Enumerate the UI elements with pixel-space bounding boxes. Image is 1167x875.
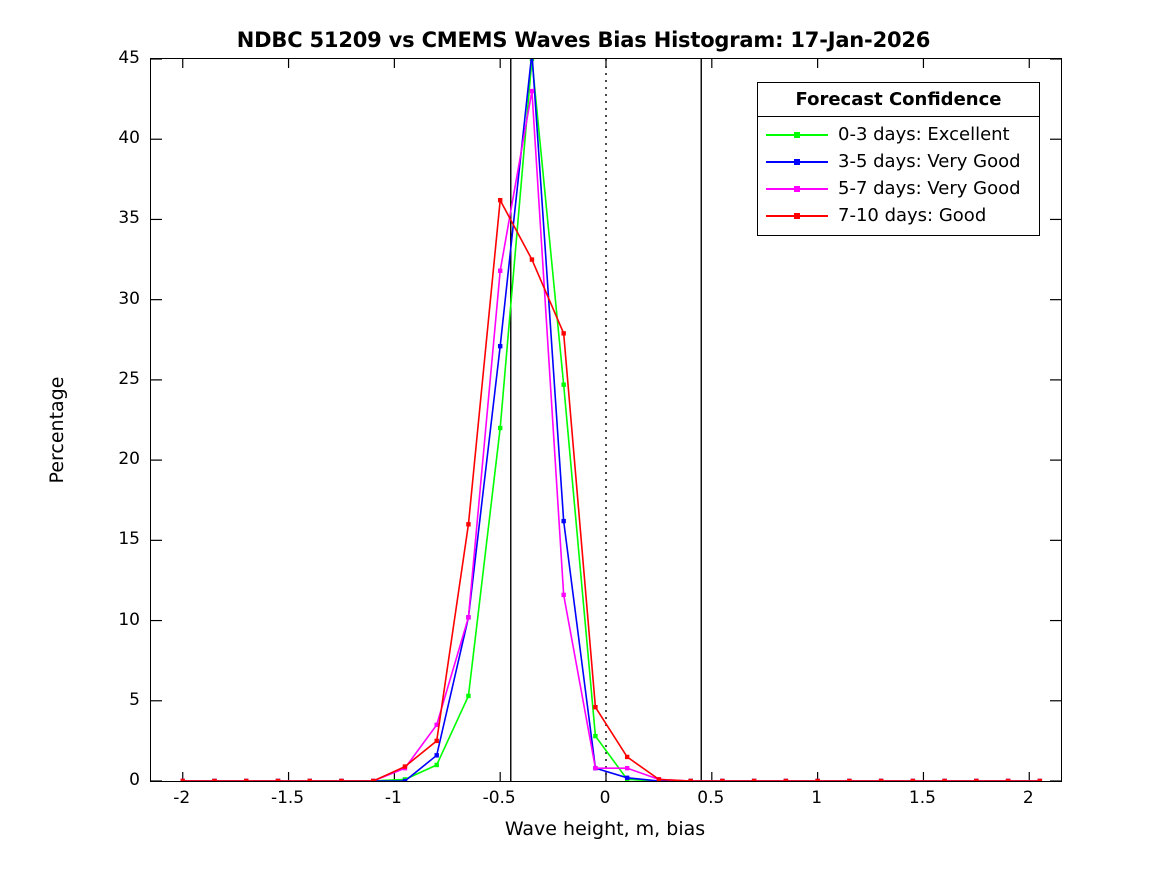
legend-item-3[interactable]: 7-10 days: Good (758, 202, 1039, 229)
data-point-marker (624, 765, 630, 771)
x-axis-tick-label: -1 (384, 788, 402, 808)
y-axis-tick-label: 5 (129, 689, 140, 710)
reference-lines (510, 59, 702, 781)
data-point-marker (593, 765, 598, 771)
data-point-marker (751, 778, 757, 781)
legend-item-label: 5-7 days: Very Good (838, 178, 1021, 199)
legend-items: 0-3 days: Excellent 3-5 days: Very Good 5-… (758, 117, 1039, 235)
y-axis-tick-label: 10 (118, 609, 140, 630)
data-point-marker (497, 268, 503, 273)
data-point-marker (1037, 778, 1043, 781)
x-axis-tick-label: 0.5 (697, 788, 725, 808)
data-point-marker (180, 778, 185, 781)
data-point-marker (974, 778, 979, 781)
legend-item-0[interactable]: 0-3 days: Excellent (758, 121, 1039, 148)
series-line-2 (182, 90, 1040, 781)
data-point-marker (434, 762, 439, 768)
y-axis-tick-label: 45 (118, 48, 140, 68)
data-point-marker (275, 778, 281, 781)
x-axis-tick-label: -0.5 (482, 788, 516, 808)
series-line-3 (182, 197, 1040, 781)
legend-marker-sample (794, 131, 800, 138)
legend-marker-sample (794, 212, 800, 219)
data-point-marker (339, 778, 344, 781)
data-point-marker (434, 722, 439, 728)
legend-item-label: 3-5 days: Very Good (838, 151, 1021, 172)
data-point-marker (497, 425, 503, 431)
x-axis-tick-label: 2 (1022, 788, 1034, 808)
data-point-marker (307, 778, 312, 781)
data-point-marker (402, 778, 408, 781)
y-axis-tick-label: 0 (129, 770, 140, 790)
data-point-marker (466, 693, 471, 699)
legend-item-1[interactable]: 3-5 days: Very Good (758, 148, 1039, 175)
data-point-marker (942, 778, 947, 781)
legend: Forecast Confidence 0-3 days: Excellent 3… (757, 82, 1040, 236)
x-axis-tick-label: -1.5 (270, 788, 305, 808)
legend-item-label: 0-3 days: Excellent (838, 124, 1010, 145)
legend-marker-sample (794, 185, 800, 192)
series-line-0 (182, 59, 1040, 781)
data-point-marker (847, 778, 852, 781)
x-axis-tick-label: 1.5 (908, 788, 936, 808)
data-point-marker (497, 197, 503, 203)
data-point-marker (434, 738, 439, 744)
data-point-marker (561, 331, 566, 336)
series-line-1 (182, 59, 1040, 781)
data-point-marker (910, 778, 916, 781)
x-axis-label: Wave height, m, bias (504, 818, 706, 840)
data-point-marker (466, 615, 471, 620)
x-axis-tick-labels: -2 -1.5 -1 -0.5 0 0.5 1 1.5 2 (150, 788, 1060, 814)
legend-color-swatch (766, 155, 828, 169)
data-point-marker (371, 778, 376, 781)
y-axis-tick-label: 30 (118, 288, 140, 309)
y-axis-tick-label: 20 (118, 449, 140, 470)
y-axis-tick-label: 35 (118, 208, 140, 229)
data-point-marker (434, 753, 439, 758)
data-point-marker (529, 88, 535, 94)
legend-title: Forecast Confidence (758, 83, 1039, 117)
data-point-marker (878, 778, 884, 781)
data-point-marker (466, 522, 471, 527)
data-point-marker (815, 778, 820, 781)
chart-title: NDBC 51209 vs CMEMS Waves Bias Histogram… (236, 28, 931, 52)
legend-color-swatch (766, 182, 828, 196)
data-point-marker (593, 733, 598, 739)
legend-color-swatch (766, 128, 828, 142)
data-point-marker (1005, 778, 1011, 781)
data-point-marker (244, 778, 249, 781)
y-axis-label: Percentage (46, 376, 68, 484)
y-axis-tick-label: 15 (118, 529, 140, 550)
legend-item-label: 7-10 days: Good (838, 205, 987, 226)
y-axis-tick-label: 25 (118, 368, 140, 389)
data-point-marker (497, 343, 503, 349)
data-point-marker (624, 754, 630, 760)
data-series-group (180, 59, 1043, 781)
data-point-marker (561, 382, 566, 387)
x-axis-tick-label: 0 (599, 788, 611, 808)
legend-item-2[interactable]: 5-7 days: Very Good (758, 175, 1039, 202)
legend-color-swatch (766, 209, 828, 223)
data-point-marker (402, 764, 408, 769)
data-point-marker (688, 778, 693, 781)
data-point-marker (720, 778, 725, 781)
data-point-marker (529, 257, 535, 262)
legend-marker-sample (794, 158, 800, 165)
y-axis-tick-label: 40 (118, 128, 140, 149)
data-point-marker (783, 778, 789, 781)
plot-svg (151, 59, 1061, 781)
data-point-marker (561, 592, 566, 598)
data-point-marker (593, 705, 598, 710)
data-point-marker (624, 775, 630, 780)
x-axis-tick-label: 1 (811, 788, 823, 808)
y-axis-tick-labels: 0 5 10 15 20 25 30 35 40 45 (78, 48, 140, 790)
data-point-marker (561, 518, 566, 524)
data-point-marker (656, 777, 662, 781)
x-axis-tick-label: -2 (173, 788, 191, 808)
data-point-marker (212, 778, 217, 781)
